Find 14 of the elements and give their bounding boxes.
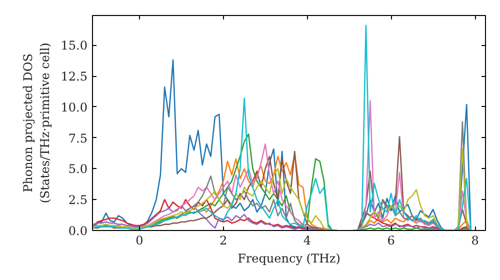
y-tick-label: 7.5: [68, 131, 88, 146]
x-axis-title: Frequency (THz): [238, 252, 340, 266]
y-tick-label: 5.0: [68, 162, 88, 176]
x-tick-label: 2: [220, 234, 228, 248]
x-tick-label: 6: [387, 234, 395, 248]
x-tick-label: 0: [136, 234, 144, 248]
y-tick-label: 15.0: [60, 38, 88, 53]
y-tick-label: 10.0: [60, 100, 88, 114]
y-tick-label: 2.5: [68, 193, 88, 208]
x-tick-label: 4: [303, 234, 312, 248]
y-tick-label: 0.0: [68, 224, 88, 238]
x-tick-label: 8: [471, 234, 479, 248]
y-tick-label: 12.5: [60, 70, 88, 84]
y-axis-title: Phonon projected DOS (States/THz·primitive cell): [20, 42, 52, 204]
